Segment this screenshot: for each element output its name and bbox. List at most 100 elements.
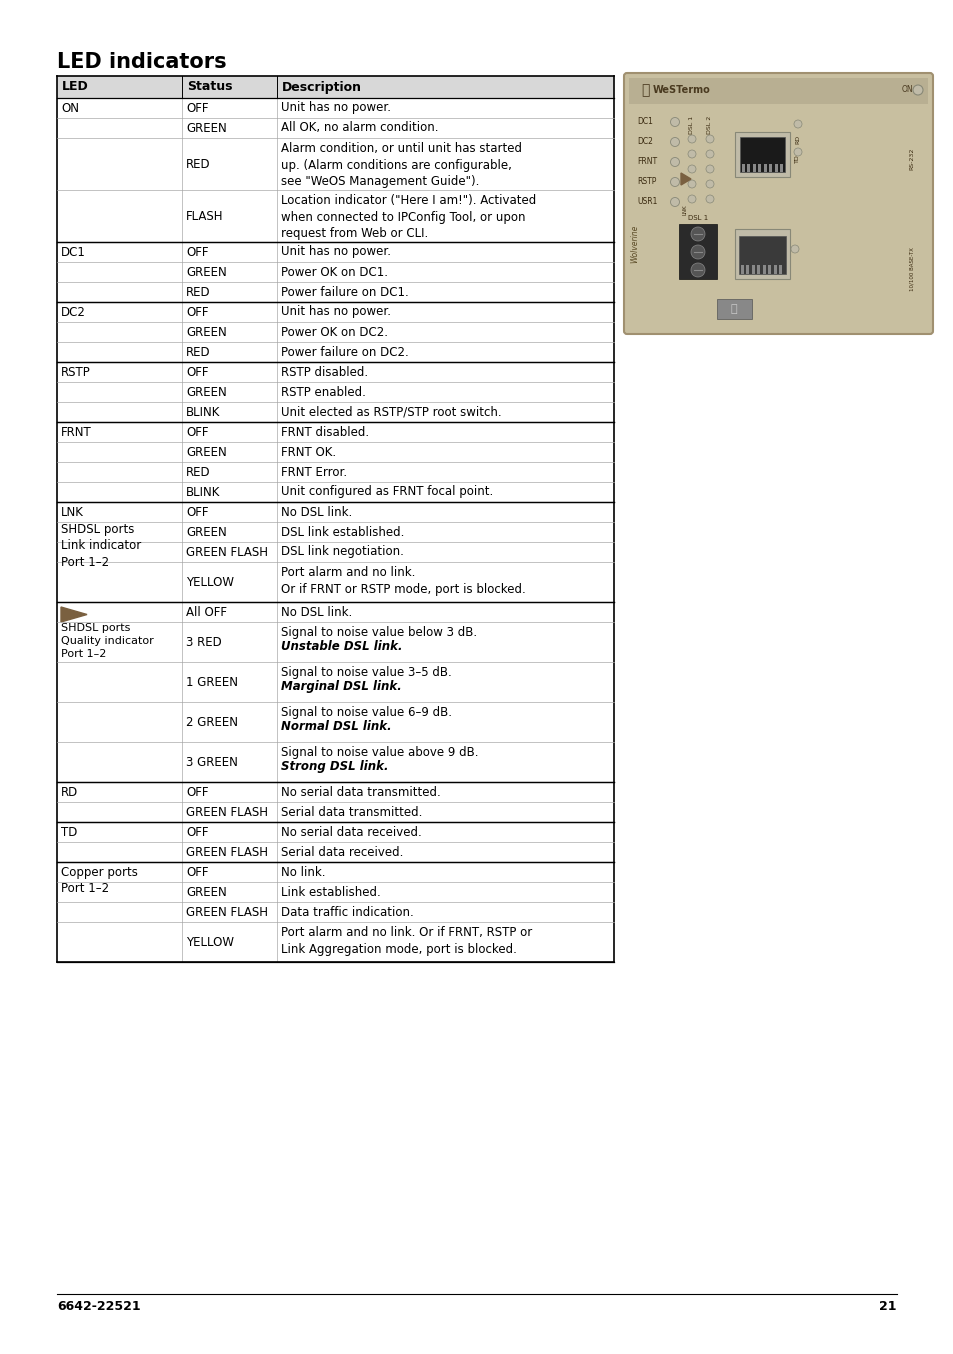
Text: ON: ON <box>901 85 913 95</box>
Bar <box>57 822 614 842</box>
Text: DC1: DC1 <box>637 118 652 126</box>
Bar <box>57 502 614 523</box>
Text: Serial data received.: Serial data received. <box>281 845 403 858</box>
Text: LNK: LNK <box>681 204 687 215</box>
Text: GREEN: GREEN <box>186 265 227 279</box>
Text: USR1: USR1 <box>637 198 657 207</box>
Text: DSL link negotiation.: DSL link negotiation. <box>281 546 403 558</box>
Bar <box>751 265 754 274</box>
Text: RS-232: RS-232 <box>908 148 914 171</box>
Text: RSTP enabled.: RSTP enabled. <box>281 386 366 398</box>
Text: GREEN FLASH: GREEN FLASH <box>186 845 268 858</box>
Bar <box>57 742 614 783</box>
Text: GREEN FLASH: GREEN FLASH <box>186 806 268 819</box>
Bar <box>57 523 614 542</box>
Bar <box>745 265 749 274</box>
Text: RSTP: RSTP <box>637 177 656 187</box>
Circle shape <box>705 165 713 173</box>
Circle shape <box>670 177 679 187</box>
Text: Wolverine: Wolverine <box>630 225 639 263</box>
Text: DC2: DC2 <box>637 138 652 146</box>
Text: Strong DSL link.: Strong DSL link. <box>281 760 388 773</box>
Bar <box>57 603 614 621</box>
Text: FLASH: FLASH <box>186 210 223 222</box>
Text: 2 GREEN: 2 GREEN <box>186 715 237 728</box>
Circle shape <box>912 85 923 95</box>
Text: FRNT disabled.: FRNT disabled. <box>281 425 369 439</box>
Text: Unit has no power.: Unit has no power. <box>281 102 391 115</box>
Text: GREEN: GREEN <box>186 525 227 539</box>
Text: RED: RED <box>186 286 211 298</box>
Circle shape <box>687 195 696 203</box>
Circle shape <box>687 150 696 158</box>
Circle shape <box>705 195 713 203</box>
Text: FRNT OK.: FRNT OK. <box>281 445 335 459</box>
Bar <box>57 562 614 603</box>
Bar <box>57 482 614 502</box>
Circle shape <box>687 180 696 188</box>
Text: ⎈: ⎈ <box>730 305 737 314</box>
Text: RED: RED <box>186 345 211 359</box>
Bar <box>57 802 614 822</box>
Text: OFF: OFF <box>186 306 209 318</box>
Text: DSL 2: DSL 2 <box>707 116 712 134</box>
Bar <box>57 902 614 922</box>
Bar <box>774 164 778 172</box>
Text: FRNT: FRNT <box>637 157 657 167</box>
Text: Unit elected as RSTP/STP root switch.: Unit elected as RSTP/STP root switch. <box>281 405 501 418</box>
Text: 6642-22521: 6642-22521 <box>57 1300 140 1312</box>
Text: OFF: OFF <box>186 366 209 379</box>
Bar <box>773 265 776 274</box>
Text: Signal to noise value above 9 dB.: Signal to noise value above 9 dB. <box>281 746 478 760</box>
Text: No serial data received.: No serial data received. <box>281 826 421 838</box>
Bar <box>763 164 766 172</box>
Text: GREEN: GREEN <box>186 886 227 899</box>
Text: Signal to noise value 6–9 dB.: Signal to noise value 6–9 dB. <box>281 705 452 719</box>
Bar <box>57 662 614 701</box>
Text: DSL 1: DSL 1 <box>687 215 707 221</box>
Text: BLINK: BLINK <box>186 405 220 418</box>
Text: Unit has no power.: Unit has no power. <box>281 245 391 259</box>
Circle shape <box>705 135 713 144</box>
Bar <box>747 164 750 172</box>
Bar <box>679 223 717 279</box>
Circle shape <box>687 165 696 173</box>
Text: DC1: DC1 <box>61 246 86 259</box>
Text: Power OK on DC1.: Power OK on DC1. <box>281 265 388 279</box>
Bar <box>628 79 927 104</box>
Text: GREEN: GREEN <box>186 386 227 398</box>
Bar <box>762 265 765 274</box>
Polygon shape <box>680 173 690 185</box>
Bar <box>757 265 760 274</box>
Bar <box>57 138 614 190</box>
Bar <box>57 441 614 462</box>
Text: RED: RED <box>186 466 211 478</box>
Text: YELLOW: YELLOW <box>186 575 233 589</box>
Text: Marginal DSL link.: Marginal DSL link. <box>281 680 401 693</box>
Bar <box>740 137 784 172</box>
Bar <box>57 97 614 118</box>
Text: WeSTermo: WeSTermo <box>652 85 710 95</box>
Bar <box>57 343 614 362</box>
Text: LED: LED <box>62 80 89 93</box>
Bar <box>57 382 614 402</box>
Text: Ⓦ: Ⓦ <box>640 83 649 97</box>
Bar <box>57 783 614 802</box>
Bar <box>779 265 781 274</box>
Circle shape <box>793 121 801 129</box>
Text: Signal to noise value 3–5 dB.: Signal to noise value 3–5 dB. <box>281 666 452 678</box>
Bar <box>741 164 744 172</box>
Text: OFF: OFF <box>186 785 209 799</box>
Text: Power failure on DC1.: Power failure on DC1. <box>281 286 408 298</box>
Circle shape <box>687 135 696 144</box>
Text: SHDSL ports
Quality indicator
Port 1–2: SHDSL ports Quality indicator Port 1–2 <box>61 623 153 658</box>
Text: Unit configured as FRNT focal point.: Unit configured as FRNT focal point. <box>281 486 493 498</box>
Text: GREEN: GREEN <box>186 325 227 338</box>
Text: RD: RD <box>794 134 800 144</box>
Text: Location indicator ("Here I am!"). Activated
when connected to IPConfig Tool, or: Location indicator ("Here I am!"). Activ… <box>281 194 536 240</box>
Bar <box>768 265 771 274</box>
Bar <box>780 164 782 172</box>
Bar <box>57 118 614 138</box>
Text: LED indicators: LED indicators <box>57 51 227 72</box>
Text: Signal to noise value below 3 dB.: Signal to noise value below 3 dB. <box>281 626 476 639</box>
